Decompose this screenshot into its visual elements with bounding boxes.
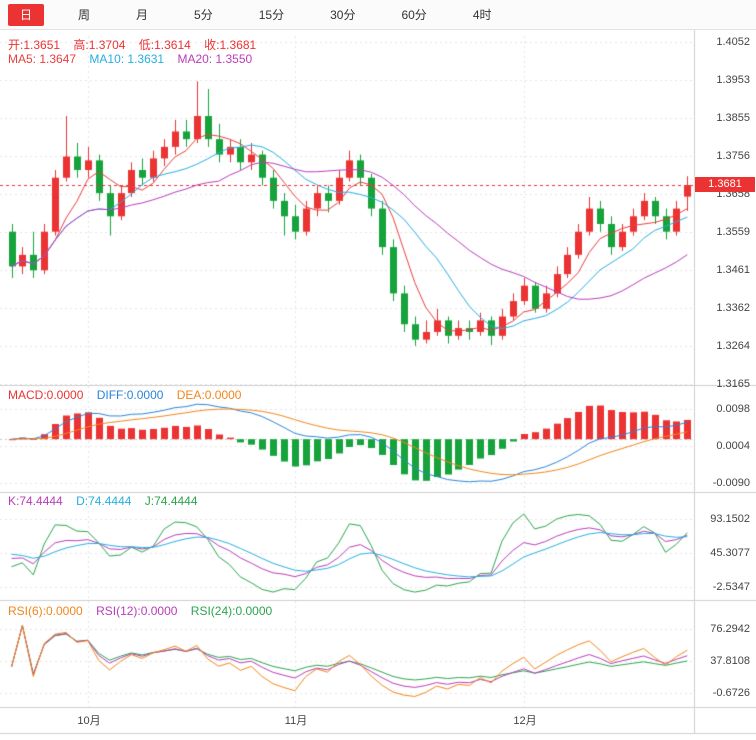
- diff-value: DIFF:0.0000: [96, 388, 164, 402]
- tab-30min[interactable]: 30分: [330, 7, 356, 22]
- rsi6-value: RSI(6):0.0000: [8, 604, 83, 618]
- ma-legend: MA5: 1.3647 MA10: 1.3631 MA20: 1.3550: [8, 52, 262, 66]
- k-value: K:74.4444: [8, 494, 63, 508]
- macd-axis-label: 0.0098: [716, 403, 750, 415]
- rsi-axis-label: 37.8108: [710, 655, 750, 667]
- price-axis-label: 1.3559: [716, 226, 750, 238]
- month-label: 11月: [284, 715, 308, 727]
- macd-axis-label: -0.0090: [712, 477, 750, 489]
- rsi-legend: RSI(6):0.0000 RSI(12):0.0000 RSI(24):0.0…: [8, 604, 282, 618]
- tab-60min[interactable]: 60分: [401, 7, 427, 22]
- j-value: J:74.4444: [144, 494, 198, 508]
- right-axis: 1.4052 1.3953 1.3855 1.3756 1.3658 1.355…: [694, 30, 756, 740]
- ohlc-legend: 开:1.3651 高:1.3704 低:1.3614 收:1.3681: [8, 36, 266, 53]
- kdj-legend: K:74.4444 D:74.4444 J:74.4444: [8, 494, 208, 508]
- tab-month[interactable]: 月: [136, 7, 149, 22]
- price-axis-label: 1.4052: [716, 36, 750, 48]
- macd-axis-label: 0.0004: [716, 440, 750, 452]
- kdj-axis-label: 45.3077: [710, 547, 750, 559]
- d-value: D:74.4444: [76, 494, 132, 508]
- dea-value: DEA:0.0000: [176, 388, 242, 402]
- tab-day[interactable]: 日: [8, 3, 45, 26]
- macd-legend: MACD:0.0000 DIFF:0.0000 DEA:0.0000: [8, 388, 251, 402]
- month-label: 12月: [513, 715, 537, 727]
- tab-5min[interactable]: 5分: [194, 7, 213, 22]
- kdj-axis-label: -2.5347: [712, 581, 750, 593]
- tab-15min[interactable]: 15分: [258, 7, 285, 22]
- price-axis-label: 1.3461: [716, 264, 750, 276]
- price-axis-label: 1.3756: [716, 150, 750, 162]
- close-value: 收:1.3681: [204, 38, 257, 52]
- timeframe-toolbar: 日 周 月 5分 15分 30分 60分 4时: [0, 0, 756, 30]
- rsi-axis-label: 76.2942: [710, 623, 750, 635]
- tab-4hour[interactable]: 4时: [472, 7, 492, 22]
- candlestick-chart-canvas[interactable]: [0, 30, 756, 740]
- price-axis-label: 1.3855: [716, 112, 750, 124]
- price-axis-label: 1.3165: [716, 378, 750, 390]
- ma5-value: MA5: 1.3647: [8, 52, 77, 66]
- kdj-axis-label: 93.1502: [710, 513, 750, 525]
- month-label: 10月: [77, 715, 101, 727]
- last-price-badge: 1.3681: [695, 177, 755, 192]
- price-axis-label: 1.3362: [716, 302, 750, 314]
- price-axis-label: 1.3953: [716, 74, 750, 86]
- rsi-axis-label: -0.6726: [712, 687, 750, 699]
- ma10-value: MA10: 1.3631: [89, 52, 165, 66]
- price-axis-label: 1.3264: [716, 340, 750, 352]
- open-value: 开:1.3651: [8, 38, 61, 52]
- macd-value: MACD:0.0000: [8, 388, 84, 402]
- high-value: 高:1.3704: [73, 38, 126, 52]
- ma20-value: MA20: 1.3550: [177, 52, 253, 66]
- tab-week[interactable]: 周: [78, 7, 91, 22]
- rsi12-value: RSI(12):0.0000: [96, 604, 178, 618]
- rsi24-value: RSI(24):0.0000: [190, 604, 273, 618]
- low-value: 低:1.3614: [138, 38, 191, 52]
